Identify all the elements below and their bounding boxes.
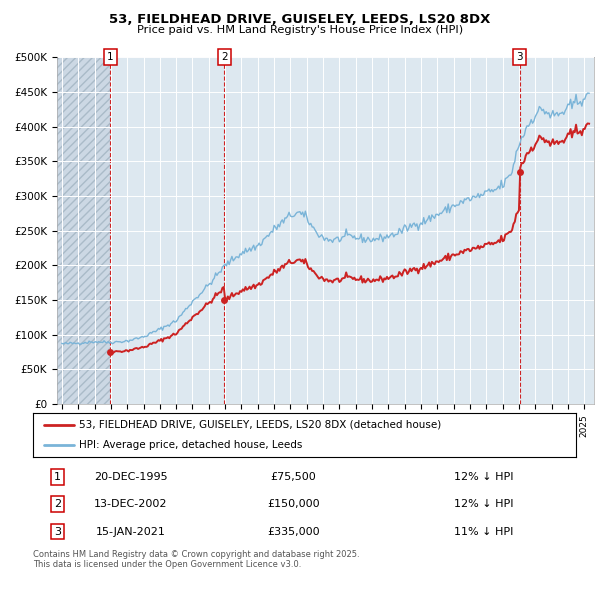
Text: Contains HM Land Registry data © Crown copyright and database right 2025.
This d: Contains HM Land Registry data © Crown c… [33,550,359,569]
Text: £335,000: £335,000 [268,526,320,536]
Text: 15-JAN-2021: 15-JAN-2021 [96,526,166,536]
Text: 53, FIELDHEAD DRIVE, GUISELEY, LEEDS, LS20 8DX: 53, FIELDHEAD DRIVE, GUISELEY, LEEDS, LS… [109,13,491,26]
Text: 3: 3 [54,526,61,536]
Text: 3: 3 [516,53,523,62]
Text: Price paid vs. HM Land Registry's House Price Index (HPI): Price paid vs. HM Land Registry's House … [137,25,463,35]
Text: 12% ↓ HPI: 12% ↓ HPI [454,472,514,482]
Text: £150,000: £150,000 [268,499,320,509]
Text: 20-DEC-1995: 20-DEC-1995 [94,472,167,482]
Text: 2: 2 [54,499,61,509]
Text: 1: 1 [107,53,113,62]
Text: HPI: Average price, detached house, Leeds: HPI: Average price, detached house, Leed… [79,440,302,450]
Text: 11% ↓ HPI: 11% ↓ HPI [454,526,514,536]
Text: 53, FIELDHEAD DRIVE, GUISELEY, LEEDS, LS20 8DX (detached house): 53, FIELDHEAD DRIVE, GUISELEY, LEEDS, LS… [79,420,442,430]
Text: 12% ↓ HPI: 12% ↓ HPI [454,499,514,509]
Text: 13-DEC-2002: 13-DEC-2002 [94,499,167,509]
Text: 1: 1 [54,472,61,482]
Text: £75,500: £75,500 [271,472,317,482]
Polygon shape [57,57,110,404]
Text: 2: 2 [221,53,227,62]
